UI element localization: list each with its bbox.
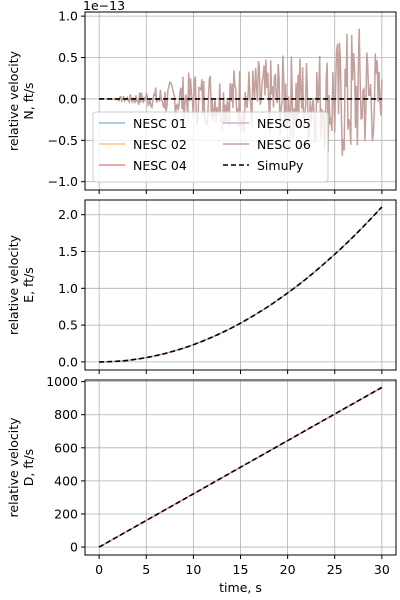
y-tick-label: 1.0: [58, 9, 78, 24]
y-tick-label: 800: [54, 407, 78, 422]
y-tick-label: 0.5: [58, 50, 78, 65]
y-tick-label: 0: [70, 540, 78, 555]
legend-entry-label: NESC 06: [257, 137, 311, 152]
legend-entry-label: NESC 02: [133, 137, 187, 152]
series-line-simupy: [99, 206, 383, 363]
x-tick-label: 20: [280, 562, 296, 577]
legend-entry-label: SimuPy: [257, 158, 304, 173]
y-tick-label: −1.0: [48, 174, 78, 189]
x-tick-label: 5: [142, 562, 150, 577]
x-tick-label: 15: [233, 562, 249, 577]
y-tick-label: 600: [54, 440, 78, 455]
y-tick-label: −0.5: [48, 133, 78, 148]
x-tick-label: 30: [374, 562, 390, 577]
legend: NESC 01 NESC 02 NESC 04 NESC 05 NESC 06 SimuP…: [92, 111, 329, 183]
y-tick-label: 2.0: [58, 207, 78, 222]
legend-entry-label: NESC 05: [257, 116, 311, 131]
y-tick-label: 200: [54, 506, 78, 521]
legend-entry-label: NESC 04: [133, 158, 187, 173]
series-line-simupy: [98, 386, 383, 548]
x-tick-label: 25: [327, 562, 343, 577]
y-offset-text: 1e−13: [83, 0, 125, 13]
axes-3: 0 200 400 600 800 1000 0 5 10 15 20 25 30 relative ve…: [6, 374, 397, 595]
axes-2: 0.0 0.5 1.0 1.5 2.0 relative velocity E, ft/s: [6, 199, 397, 374]
y-axis-label: E, ft/s: [21, 267, 36, 303]
x-axis-label: time, s: [219, 580, 262, 595]
y-tick-label: 1.5: [58, 244, 78, 259]
y-tick-label: 400: [54, 473, 78, 488]
y-tick-label: 1.0: [58, 281, 78, 296]
y-axis-label: D, ft/s: [21, 449, 36, 486]
x-tick-label: 10: [185, 562, 201, 577]
y-axis-label: N, ft/s: [21, 82, 36, 119]
legend-box: [92, 111, 329, 183]
y-tick-label: 0.0: [58, 354, 78, 369]
y-axis-label: relative velocity: [6, 50, 21, 151]
axes-1: −1.0 −0.5 0.0 0.5 1.0 relative velocity N, ft/…: [6, 0, 397, 194]
y-axis-label: relative velocity: [6, 417, 21, 518]
plot-area: [99, 206, 383, 363]
y-axis-label: relative velocity: [6, 234, 21, 335]
y-tick-label: 0.5: [58, 318, 78, 333]
plot-area: [98, 386, 383, 548]
legend-entry-label: NESC 01: [133, 116, 187, 131]
y-tick-label: 1000: [46, 374, 78, 389]
y-tick-label: 0.0: [58, 91, 78, 106]
x-tick-label: 0: [95, 562, 103, 577]
